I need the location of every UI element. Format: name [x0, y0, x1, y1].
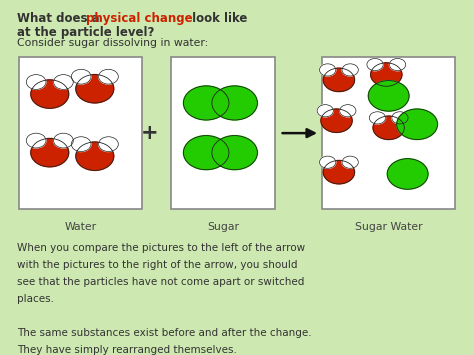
Text: at the particle level?: at the particle level?	[17, 26, 154, 39]
Text: Consider sugar dissolving in water:: Consider sugar dissolving in water:	[17, 38, 208, 48]
Circle shape	[319, 64, 336, 76]
Text: see that the particles have not come apart or switched: see that the particles have not come apa…	[17, 277, 304, 287]
Circle shape	[340, 105, 356, 117]
Text: When you compare the pictures to the left of the arrow: When you compare the pictures to the lef…	[17, 243, 305, 253]
Circle shape	[373, 116, 404, 140]
Circle shape	[342, 64, 358, 76]
Circle shape	[367, 59, 383, 71]
Circle shape	[369, 112, 385, 124]
Circle shape	[31, 138, 69, 167]
Text: with the pictures to the right of the arrow, you should: with the pictures to the right of the ar…	[17, 260, 297, 270]
Text: Water: Water	[64, 222, 97, 232]
Text: Sugar: Sugar	[207, 222, 239, 232]
Circle shape	[26, 133, 46, 148]
Circle shape	[323, 160, 355, 184]
Circle shape	[99, 137, 118, 152]
Circle shape	[390, 59, 406, 71]
Circle shape	[212, 136, 257, 170]
Circle shape	[392, 112, 408, 124]
Text: The same substances exist before and after the change.: The same substances exist before and aft…	[17, 328, 311, 338]
Text: look like: look like	[188, 12, 247, 26]
Text: What does a: What does a	[17, 12, 103, 26]
Circle shape	[76, 142, 114, 170]
Circle shape	[183, 136, 229, 170]
Circle shape	[183, 86, 229, 120]
Text: +: +	[140, 123, 158, 143]
Bar	[19, 57, 142, 209]
Circle shape	[368, 81, 409, 111]
Circle shape	[54, 75, 73, 89]
Circle shape	[317, 105, 333, 117]
Circle shape	[99, 69, 118, 84]
Circle shape	[54, 133, 73, 148]
Bar	[171, 57, 275, 209]
Circle shape	[323, 68, 355, 92]
Circle shape	[321, 109, 352, 132]
Circle shape	[342, 156, 358, 168]
Circle shape	[371, 63, 402, 86]
Circle shape	[26, 75, 46, 89]
Bar	[322, 57, 455, 209]
Text: physical change: physical change	[86, 12, 193, 26]
Circle shape	[71, 69, 91, 84]
Circle shape	[76, 75, 114, 103]
Text: They have simply rearranged themselves.: They have simply rearranged themselves.	[17, 345, 237, 355]
Text: Sugar Water: Sugar Water	[355, 222, 422, 232]
Circle shape	[387, 159, 428, 189]
Circle shape	[397, 109, 438, 140]
Circle shape	[212, 86, 257, 120]
Text: places.: places.	[17, 294, 54, 304]
Circle shape	[319, 156, 336, 168]
Circle shape	[71, 137, 91, 152]
Circle shape	[31, 80, 69, 108]
